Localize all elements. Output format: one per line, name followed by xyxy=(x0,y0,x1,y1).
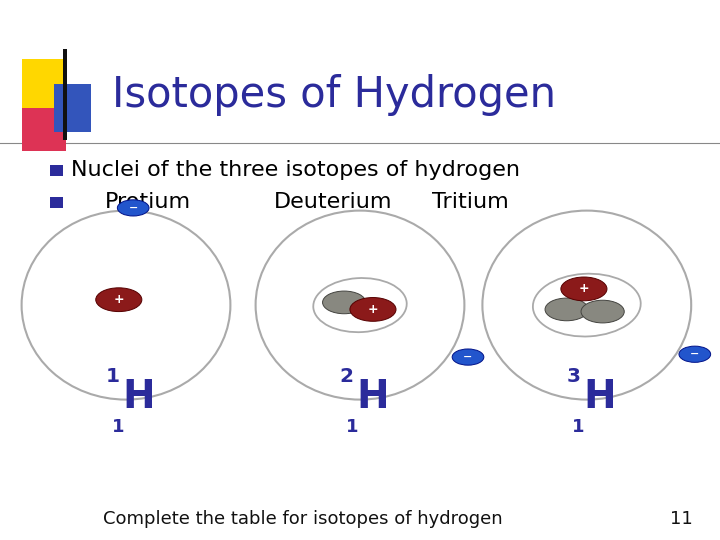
Text: −: − xyxy=(690,349,700,359)
Bar xyxy=(54,84,91,132)
Text: Isotopes of Hydrogen: Isotopes of Hydrogen xyxy=(112,73,556,116)
Text: Tritium: Tritium xyxy=(432,192,509,213)
Text: Deuterium: Deuterium xyxy=(274,192,392,213)
Ellipse shape xyxy=(545,298,588,321)
Text: +: + xyxy=(368,303,378,316)
Text: Complete the table for isotopes of hydrogen: Complete the table for isotopes of hydro… xyxy=(102,510,503,529)
Text: H: H xyxy=(122,378,155,416)
Ellipse shape xyxy=(323,291,366,314)
Ellipse shape xyxy=(117,200,149,216)
Text: 11: 11 xyxy=(670,510,693,529)
Ellipse shape xyxy=(561,277,607,301)
Ellipse shape xyxy=(96,288,142,312)
Text: 1: 1 xyxy=(112,418,124,436)
Text: −: − xyxy=(463,352,473,362)
Bar xyxy=(50,165,63,176)
Text: 3: 3 xyxy=(567,367,580,386)
Text: Nuclei of the three isotopes of hydrogen: Nuclei of the three isotopes of hydrogen xyxy=(71,160,521,180)
Text: −: − xyxy=(128,203,138,213)
Ellipse shape xyxy=(679,346,711,362)
Text: +: + xyxy=(114,293,124,306)
Text: Protium: Protium xyxy=(104,192,191,213)
Text: H: H xyxy=(356,378,389,416)
Ellipse shape xyxy=(350,298,396,321)
Text: +: + xyxy=(579,282,589,295)
Bar xyxy=(63,49,67,140)
Text: H: H xyxy=(583,378,616,416)
Text: 1: 1 xyxy=(346,418,358,436)
Ellipse shape xyxy=(581,300,624,323)
Text: 1: 1 xyxy=(572,418,585,436)
Text: 1: 1 xyxy=(106,367,120,386)
Bar xyxy=(22,108,66,151)
Ellipse shape xyxy=(452,349,484,365)
Bar xyxy=(50,197,63,208)
Text: 2: 2 xyxy=(340,367,354,386)
Bar xyxy=(22,59,66,108)
